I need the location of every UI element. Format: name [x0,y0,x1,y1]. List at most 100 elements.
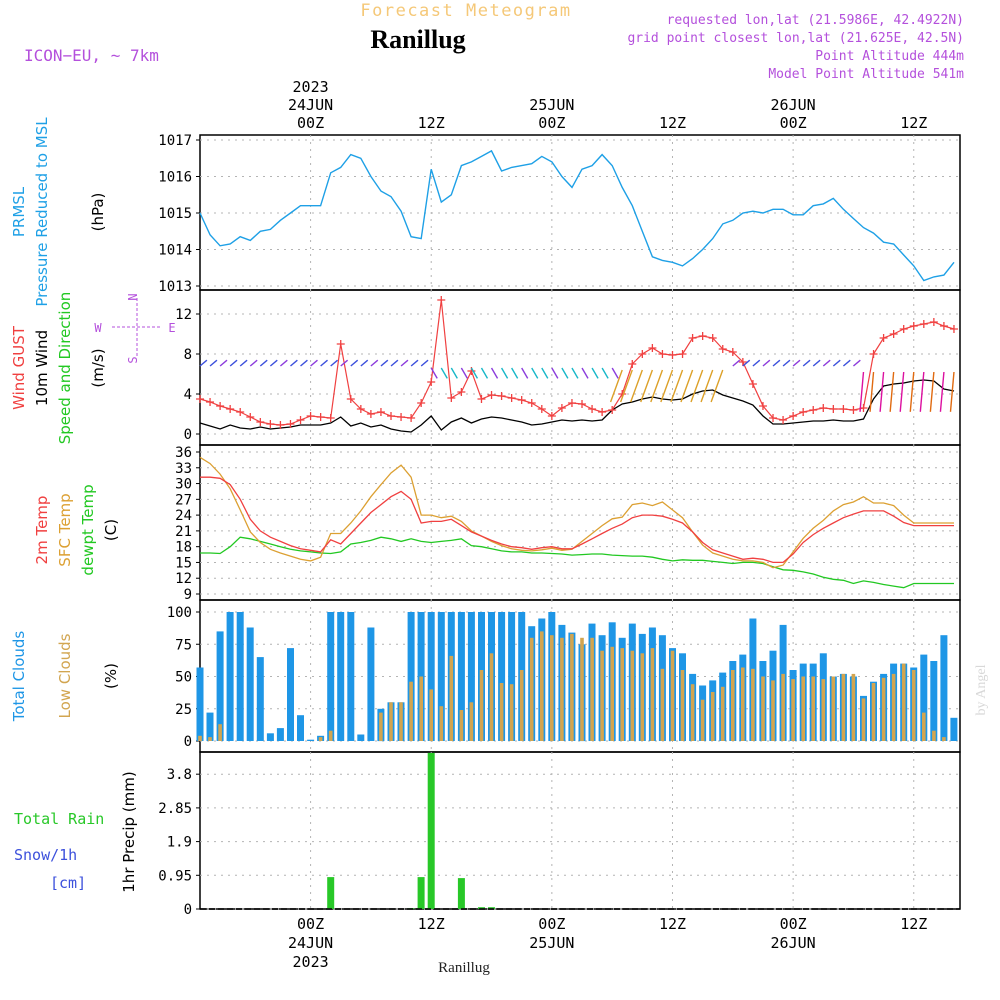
gust-marker [246,413,255,421]
bottom-date-label: 24JUN [288,934,333,952]
rain-bar [478,907,485,909]
dewpoint-line [200,536,954,589]
low-cloud-bar [379,712,383,741]
top-year-label: 2023 [293,78,329,96]
gust-marker [497,392,506,400]
gust-marker [678,350,687,358]
wind-direction-arrow [752,359,761,367]
wind-direction-arrow [859,371,865,412]
wind-gust-label: Wind GUST [10,325,28,410]
low-cloud-bar [489,653,494,741]
top-date-label: 25JUN [529,96,574,114]
wind-direction-arrow [330,359,339,367]
total-cloud-bar [437,612,445,741]
bottom-year-label: 2023 [293,953,329,971]
wind-direction-arrow [511,367,519,379]
y-tick-label: 27 [175,492,192,508]
gust-marker [387,412,396,420]
wind-direction-arrow [732,359,741,367]
y-tick-label: 1017 [158,133,192,149]
low-cloud-bar [509,684,514,741]
gust-marker [427,378,436,386]
low-cloud-bar [670,650,675,741]
low-cloud-bar [841,673,846,741]
total-rain-label: Total Rain [14,810,104,828]
gust-marker [286,420,295,428]
low-cloud-bar [580,637,584,741]
top-date-label: 26JUN [771,96,816,114]
gust-marker [346,395,355,403]
gust-marker [326,414,335,422]
wind-direction-arrow [812,359,821,367]
snow-unit-label: [cm] [50,874,86,892]
top-time-label: 00Z [780,114,807,132]
gust-marker [889,330,898,338]
gust-marker [769,414,778,422]
low-cloud-bar [690,684,695,741]
gust-marker [578,400,587,408]
gust-marker [477,395,486,403]
pressure-unit: (hPa) [89,193,107,232]
wind-direction-arrow [470,367,479,379]
compass-north: N [126,293,140,300]
low-cloud-bar [791,679,795,741]
rain-bar [427,752,435,909]
y-tick-label: 3.8 [167,767,192,783]
bottom-time-label: 12Z [418,915,445,933]
wind-direction-arrow [420,359,429,367]
pressure-line [199,149,955,282]
wind-direction-arrow [670,369,684,403]
wind-direction-arrow [199,359,208,367]
gust-marker [316,413,325,421]
footer-location: Ranillug [438,960,490,976]
low-cloud-bar [821,679,826,741]
model-label: ICON−EU, ~ 7km [24,46,159,65]
gust-marker [356,405,365,413]
gust-marker [919,320,928,328]
y-tick-label: 0 [184,902,192,918]
gust-marker [809,406,818,414]
y-tick-label: 12 [175,307,192,323]
wind-direction-arrow [350,359,359,367]
wind-direction-arrow [611,367,619,379]
low-clouds-label: Low Clouds [56,633,74,718]
sfc-temp-label: SFC Temp [56,493,74,566]
gust-marker [407,414,416,422]
total-cloud-bar [467,612,475,741]
gust-marker [648,344,657,352]
gust-marker [758,402,767,410]
wind-unit: (m/s) [89,348,107,387]
panel-frame [199,751,961,910]
wind-direction-arrow [320,359,328,367]
total-cloud-bar [407,612,415,741]
total-cloud-bar [508,612,516,741]
gust-marker [487,391,496,399]
gust-marker [366,410,375,418]
clouds-unit: (%) [102,663,120,689]
gust-marker [376,408,385,416]
wind-direction-arrow [869,371,875,412]
gust-marker [236,408,245,416]
low-cloud-bar [720,686,725,741]
wind-direction-arrow [842,359,851,367]
location-title: Ranillug [370,25,465,54]
low-cloud-bar [600,650,604,741]
total-cloud-bar [337,612,345,741]
top-time-label: 12Z [900,114,927,132]
wind-direction-arrow [742,359,751,367]
gust-marker [839,405,848,413]
wind-direction-arrow [650,369,664,403]
total-cloud-bar [498,612,506,741]
low-cloud-bar [590,637,594,741]
gust-marker [196,395,204,403]
wind-direction-arrow [310,359,318,367]
low-cloud-bar [499,683,504,741]
wind-direction-arrow [700,369,714,403]
gust-marker [306,412,315,420]
y-tick-label: 18 [175,540,192,556]
low-cloud-bar [469,702,474,741]
bottom-time-label: 12Z [659,915,686,933]
total-cloud-bar [307,739,315,741]
low-cloud-bar [409,681,413,741]
gust-marker [869,350,878,358]
